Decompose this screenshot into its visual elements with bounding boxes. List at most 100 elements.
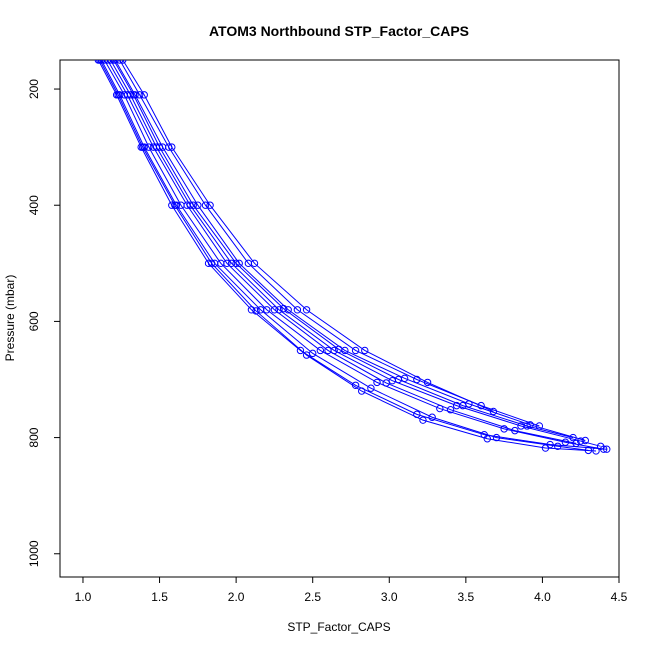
data-point xyxy=(483,435,491,443)
series-line xyxy=(114,60,586,441)
series-profile-8 xyxy=(109,60,577,442)
x-tick-label: 1.5 xyxy=(151,590,168,604)
series-line xyxy=(99,60,597,452)
data-point xyxy=(279,304,288,313)
data-point xyxy=(256,306,265,314)
y-axis-label: Pressure (mbar) xyxy=(3,275,17,362)
series-profile-9 xyxy=(119,60,498,416)
y-tick-label: 200 xyxy=(27,79,41,99)
x-tick-label: 3.0 xyxy=(381,590,398,604)
data-point xyxy=(358,387,366,395)
data-point xyxy=(194,201,202,209)
y-axis: 200 400 600 800 1000 xyxy=(27,79,60,567)
data-point xyxy=(252,307,260,315)
data-point xyxy=(324,346,332,355)
series-profile-7 xyxy=(103,60,580,448)
data-point xyxy=(109,60,118,64)
data-point xyxy=(511,426,519,435)
data-point xyxy=(419,416,427,424)
data-point xyxy=(270,306,279,314)
x-tick-label: 4.5 xyxy=(611,590,628,604)
data-point xyxy=(413,375,421,384)
series-line xyxy=(122,60,494,412)
series-line xyxy=(110,60,601,447)
data-point xyxy=(596,442,605,450)
x-tick-label: 4.0 xyxy=(534,590,551,604)
data-point xyxy=(428,413,436,421)
data-point xyxy=(554,442,562,450)
data-point xyxy=(581,436,590,445)
y-tick-label: 800 xyxy=(27,427,41,447)
data-point xyxy=(572,439,580,448)
series-line xyxy=(113,60,574,439)
data-point xyxy=(361,346,369,355)
data-point xyxy=(189,201,197,209)
x-tick-label: 1.0 xyxy=(75,590,92,604)
data-point xyxy=(592,447,600,455)
data-point xyxy=(223,259,231,268)
series-profile-6 xyxy=(116,60,544,430)
data-point xyxy=(293,306,302,314)
data-point xyxy=(171,201,179,209)
data-point xyxy=(446,406,455,414)
data-point xyxy=(103,60,112,64)
series-line xyxy=(103,60,604,450)
data-point xyxy=(296,346,305,355)
data-point xyxy=(116,60,124,64)
chart-title: ATOM3 Northbound STP_Factor_CAPS xyxy=(209,23,469,39)
x-tick-label: 3.5 xyxy=(458,590,475,604)
data-point xyxy=(373,378,381,387)
series-line xyxy=(100,60,589,451)
data-point xyxy=(382,379,390,387)
data-point xyxy=(155,143,164,151)
x-axis-label: STP_Factor_CAPS xyxy=(287,620,390,634)
data-point xyxy=(232,259,240,268)
series-profile-10 xyxy=(96,60,600,455)
series-profile-3 xyxy=(106,60,605,450)
data-point xyxy=(227,259,236,268)
y-tick-label: 400 xyxy=(27,195,41,215)
data-point xyxy=(577,437,585,445)
data-point xyxy=(569,433,577,442)
data-point xyxy=(394,375,403,384)
data-point xyxy=(351,346,360,355)
series-profile-5 xyxy=(97,60,593,455)
data-point xyxy=(316,346,325,355)
series-line xyxy=(97,60,607,450)
series-profile-4 xyxy=(111,60,590,445)
data-point xyxy=(523,422,531,430)
data-point xyxy=(100,60,109,64)
data-point xyxy=(335,345,343,353)
x-tick-label: 2.5 xyxy=(304,590,321,604)
data-point xyxy=(207,259,216,268)
data-point xyxy=(129,91,138,99)
y-tick-label: 1000 xyxy=(27,540,41,567)
data-point xyxy=(302,306,311,314)
data-point xyxy=(96,60,104,64)
data-point xyxy=(250,259,259,268)
data-point xyxy=(477,401,485,410)
series-profile-2 xyxy=(100,60,608,453)
data-point xyxy=(492,433,501,442)
series-line xyxy=(107,60,577,444)
data-point xyxy=(367,384,375,392)
y-tick-label: 600 xyxy=(27,311,41,331)
data-point xyxy=(489,407,498,416)
data-point xyxy=(106,60,115,64)
data-point xyxy=(423,378,432,387)
data-point xyxy=(302,351,311,359)
data-point xyxy=(119,60,127,64)
data-point xyxy=(541,444,550,452)
data-point xyxy=(139,143,147,151)
data-point xyxy=(201,201,210,209)
data-point xyxy=(140,91,148,99)
plot-frame xyxy=(59,59,620,578)
series-profile-1 xyxy=(94,60,611,453)
x-tick-label: 2.0 xyxy=(228,590,245,604)
series-line xyxy=(119,60,540,427)
data-point xyxy=(459,401,467,410)
plot-area xyxy=(94,60,611,455)
data-point xyxy=(206,201,214,209)
data-point xyxy=(168,143,176,151)
